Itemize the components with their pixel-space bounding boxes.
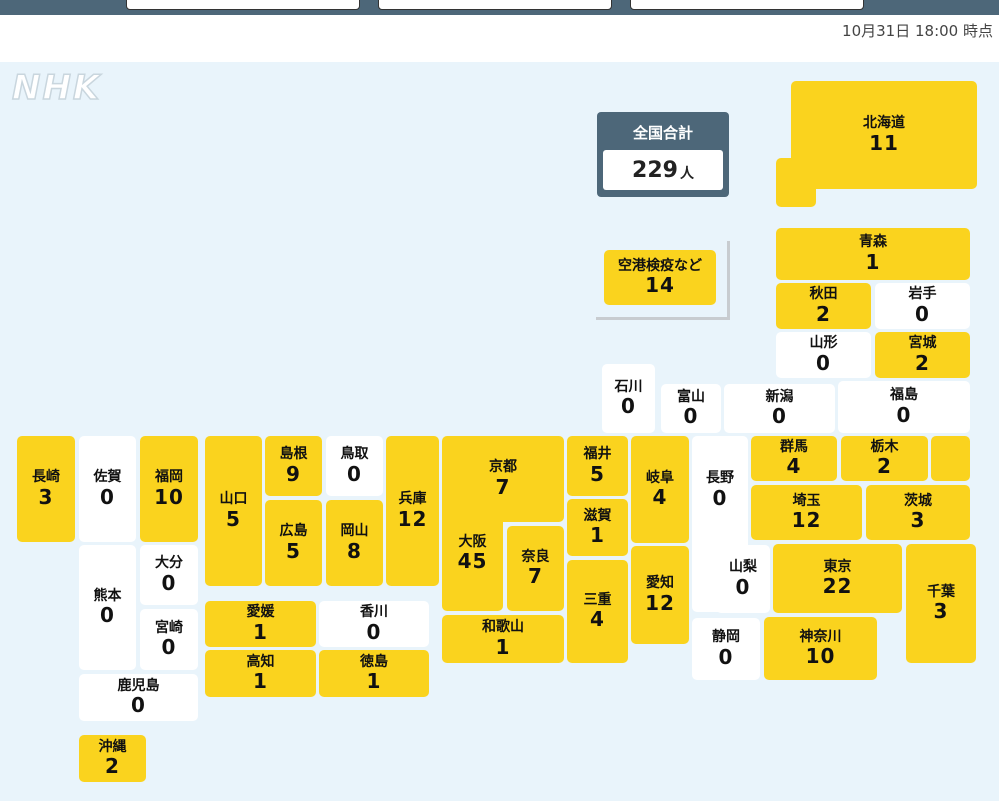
- tile-gifu[interactable]: 岐阜 4: [631, 436, 689, 543]
- tile-chiba[interactable]: 千葉 3: [906, 544, 976, 663]
- header-bar: [0, 0, 999, 15]
- tile-yamanashi[interactable]: 山梨 0: [716, 545, 770, 613]
- tile-kumamoto[interactable]: 熊本 0: [79, 545, 136, 670]
- tile-tokyo[interactable]: 東京 22: [773, 544, 902, 613]
- update-timestamp: 10月31日 18:00 時点: [842, 22, 993, 40]
- tile-ibaraki-top[interactable]: [931, 436, 970, 481]
- tile-fukui[interactable]: 福井 5: [567, 436, 628, 496]
- tile-saitama[interactable]: 埼玉 12: [751, 485, 862, 540]
- tile-fukuoka[interactable]: 福岡 10: [140, 436, 198, 542]
- tile-tottori[interactable]: 鳥取 0: [326, 436, 383, 496]
- national-total-label: 全国合計: [632, 124, 693, 142]
- tile-yamagata[interactable]: 山形 0: [776, 332, 871, 378]
- tile-wakayama[interactable]: 和歌山 1: [442, 615, 564, 663]
- tile-kanagawa[interactable]: 神奈川 10: [764, 617, 877, 680]
- tile-hyogo[interactable]: 兵庫 12: [386, 436, 439, 586]
- tile-airport[interactable]: 空港検疫など 14: [604, 250, 716, 305]
- tile-ishikawa[interactable]: 石川 0: [602, 364, 655, 433]
- tile-tochigi[interactable]: 栃木 2: [841, 436, 928, 481]
- tab-button-1[interactable]: [126, 0, 360, 10]
- tile-yamaguchi[interactable]: 山口 5: [205, 436, 262, 586]
- tile-kagoshima[interactable]: 鹿児島 0: [79, 674, 198, 721]
- tile-gunma[interactable]: 群馬 4: [751, 436, 837, 481]
- tile-shiga[interactable]: 滋賀 1: [567, 499, 628, 556]
- national-total-value: 229: [632, 157, 678, 183]
- tile-okinawa[interactable]: 沖縄 2: [79, 735, 146, 782]
- nhk-logo: NHK: [11, 67, 102, 109]
- tile-mie[interactable]: 三重 4: [567, 560, 628, 663]
- tile-shimane[interactable]: 島根 9: [265, 436, 322, 496]
- tile-iwate[interactable]: 岩手 0: [875, 283, 970, 329]
- airport-frame: [596, 241, 730, 320]
- tile-okayama[interactable]: 岡山 8: [326, 500, 383, 586]
- tile-aomori[interactable]: 青森 1: [776, 228, 970, 280]
- tab-button-2[interactable]: [378, 0, 612, 10]
- tile-fukushima[interactable]: 福島 0: [838, 381, 970, 433]
- national-total-unit: 人: [679, 166, 694, 182]
- tile-oita[interactable]: 大分 0: [140, 545, 198, 605]
- tile-ibaraki[interactable]: 茨城 3: [866, 485, 970, 540]
- tile-kagawa[interactable]: 香川 0: [319, 601, 429, 647]
- tile-hokkaido-tail[interactable]: [776, 158, 816, 207]
- national-total-panel: 全国合計 229 人: [597, 112, 729, 197]
- tile-hiroshima[interactable]: 広島 5: [265, 500, 322, 586]
- tile-akita[interactable]: 秋田 2: [776, 283, 871, 329]
- tile-nara[interactable]: 奈良 7: [507, 526, 564, 611]
- tile-tokushima[interactable]: 徳島 1: [319, 650, 429, 697]
- tab-button-3[interactable]: [630, 0, 864, 10]
- national-total-box: 229 人: [603, 150, 723, 190]
- tile-miyazaki[interactable]: 宮崎 0: [140, 609, 198, 670]
- tile-osaka[interactable]: 大阪 45: [442, 496, 503, 611]
- tile-ehime[interactable]: 愛媛 1: [205, 601, 316, 647]
- tile-hokkaido[interactable]: 北海道 11: [791, 81, 977, 189]
- tile-aichi[interactable]: 愛知 12: [631, 546, 689, 644]
- tile-kochi[interactable]: 高知 1: [205, 650, 316, 697]
- tile-saga[interactable]: 佐賀 0: [79, 436, 136, 542]
- tile-toyama[interactable]: 富山 0: [661, 384, 721, 433]
- tile-shizuoka[interactable]: 静岡 0: [692, 618, 760, 680]
- tile-miyagi[interactable]: 宮城 2: [875, 332, 970, 378]
- tile-niigata[interactable]: 新潟 0: [724, 384, 835, 433]
- tile-nagasaki[interactable]: 長崎 3: [17, 436, 75, 542]
